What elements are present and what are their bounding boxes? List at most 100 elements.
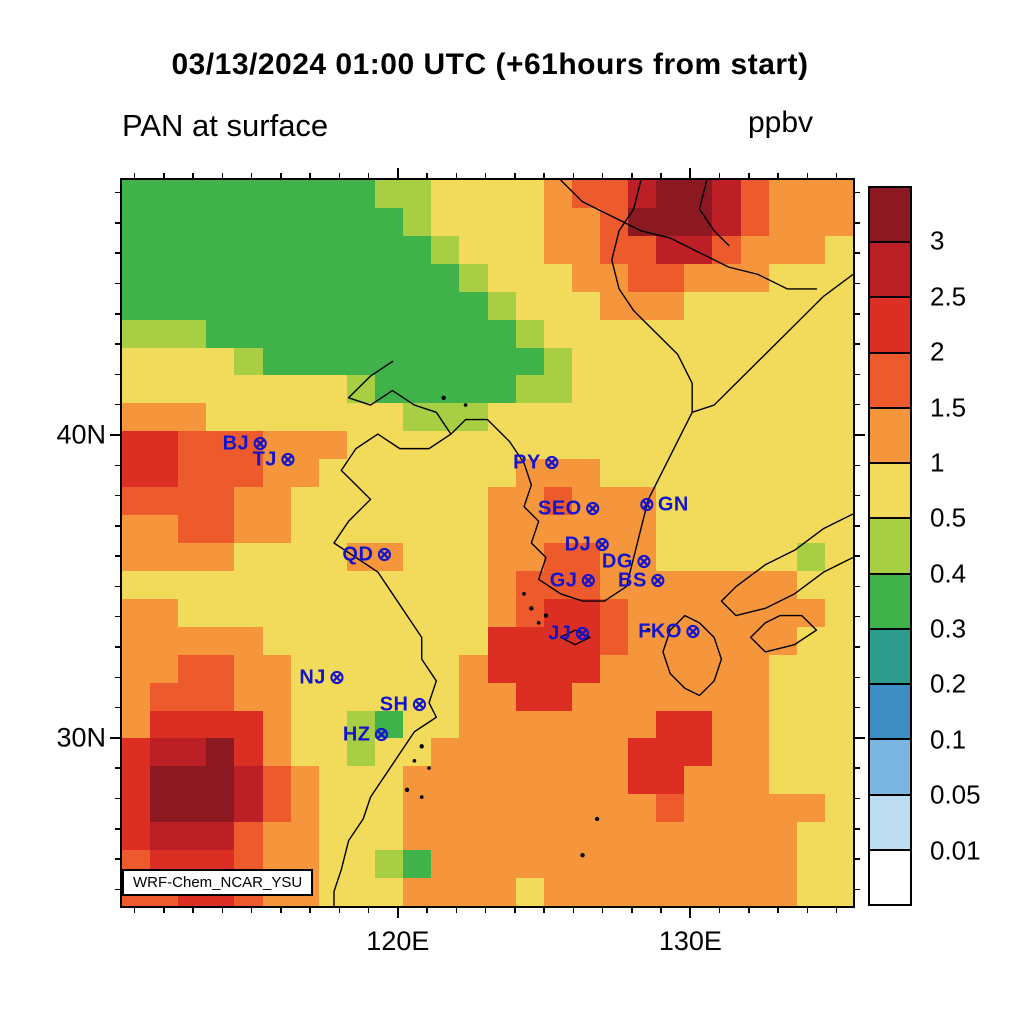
grid-cell [403, 570, 433, 601]
axis-tick [115, 494, 120, 497]
grid-cell [318, 822, 349, 852]
grid-cell [346, 319, 377, 349]
grid-cell [796, 403, 827, 433]
grid-cell [628, 459, 658, 489]
grid-cell [262, 347, 292, 377]
grid-cell [290, 487, 321, 517]
grid-cell [178, 207, 208, 238]
axis-tick [855, 828, 860, 830]
grid-cell [628, 570, 658, 601]
grid-cell [122, 291, 152, 321]
grid-cell [571, 598, 602, 629]
grid-cell [346, 207, 377, 238]
grid-cell [543, 207, 574, 238]
grid-cell [712, 319, 742, 349]
grid-cell [431, 738, 461, 768]
grid-cell [290, 207, 321, 238]
grid-cell [459, 347, 489, 377]
grid-cell [656, 878, 686, 906]
axis-tick [718, 908, 721, 913]
grid-cell [206, 710, 236, 740]
station-marker-icon: ⊗ [252, 433, 269, 455]
grid-cell [487, 794, 517, 824]
grid-cell [234, 180, 264, 210]
grid-cell [487, 682, 517, 712]
station-marker-icon: ⊗ [328, 667, 345, 689]
grid-cell [487, 543, 517, 573]
grid-cell [796, 878, 827, 906]
axis-tick [855, 646, 860, 648]
grid-cell [571, 654, 602, 684]
grid-cell [318, 766, 349, 796]
grid-cell [318, 207, 349, 238]
grid-cell [178, 794, 208, 824]
grid-cell [403, 878, 433, 906]
grid-cell [824, 207, 853, 238]
grid-cell [796, 319, 827, 349]
grid-cell [318, 319, 349, 349]
grid-cell [206, 822, 236, 852]
grid-cell [487, 598, 517, 629]
grid-cell [515, 766, 546, 796]
grid-cell [262, 822, 292, 852]
colorbar-swatch [870, 517, 910, 573]
colorbar-label: 3 [930, 225, 945, 256]
station-label: SH [379, 693, 409, 716]
grid-cell [515, 403, 546, 433]
axis-tick [855, 403, 860, 406]
grid-cell [178, 431, 208, 461]
grid-cell [768, 543, 799, 573]
grid-cell [796, 459, 827, 489]
grid-cell [403, 738, 433, 768]
grid-cell [122, 375, 152, 405]
grid-cell [796, 263, 827, 293]
grid-cell [628, 207, 658, 238]
grid-cell [318, 794, 349, 824]
grid-cell [571, 431, 602, 461]
grid-cell [656, 235, 686, 266]
grid-cell [431, 459, 461, 489]
grid-cell [290, 291, 321, 321]
grid-cell [178, 459, 208, 489]
grid-cell [824, 822, 853, 852]
axis-tick [543, 173, 545, 178]
grid-cell [206, 598, 236, 629]
axis-tick [631, 908, 633, 913]
grid-cell [628, 235, 658, 266]
grid-cell [628, 403, 658, 433]
colorbar-label: 0.3 [930, 613, 967, 644]
grid-cell [431, 822, 461, 852]
grid-cell [768, 654, 799, 684]
axis-tick [250, 908, 253, 913]
grid-cell [487, 626, 517, 656]
grid-cell [712, 207, 742, 238]
grid-cell [684, 431, 714, 461]
grid-cell [262, 180, 292, 210]
grid-cell [346, 291, 377, 321]
grid-cell [234, 682, 264, 712]
axis-tick [855, 313, 860, 315]
axis-tick [631, 173, 633, 178]
grid-cell [543, 459, 574, 489]
grid-cell [599, 598, 630, 629]
grid-cell [206, 515, 236, 545]
grid-cell [403, 347, 433, 377]
grid-cell [599, 570, 630, 601]
grid-cell [122, 738, 152, 768]
grid-cell [684, 794, 714, 824]
grid-cell [712, 403, 742, 433]
grid-cell [740, 710, 770, 740]
grid-cell [824, 543, 853, 573]
grid-cell [599, 766, 630, 796]
grid-cell [487, 235, 517, 266]
grid-cell [318, 850, 349, 880]
axis-tick [221, 908, 224, 913]
grid-cell [431, 598, 461, 629]
grid-cell [796, 431, 827, 461]
grid-cell [346, 766, 377, 796]
grid-cell [628, 766, 658, 796]
grid-cell [262, 682, 292, 712]
grid-cell [234, 431, 264, 461]
grid-cell [150, 822, 180, 852]
grid-cell [768, 850, 799, 880]
